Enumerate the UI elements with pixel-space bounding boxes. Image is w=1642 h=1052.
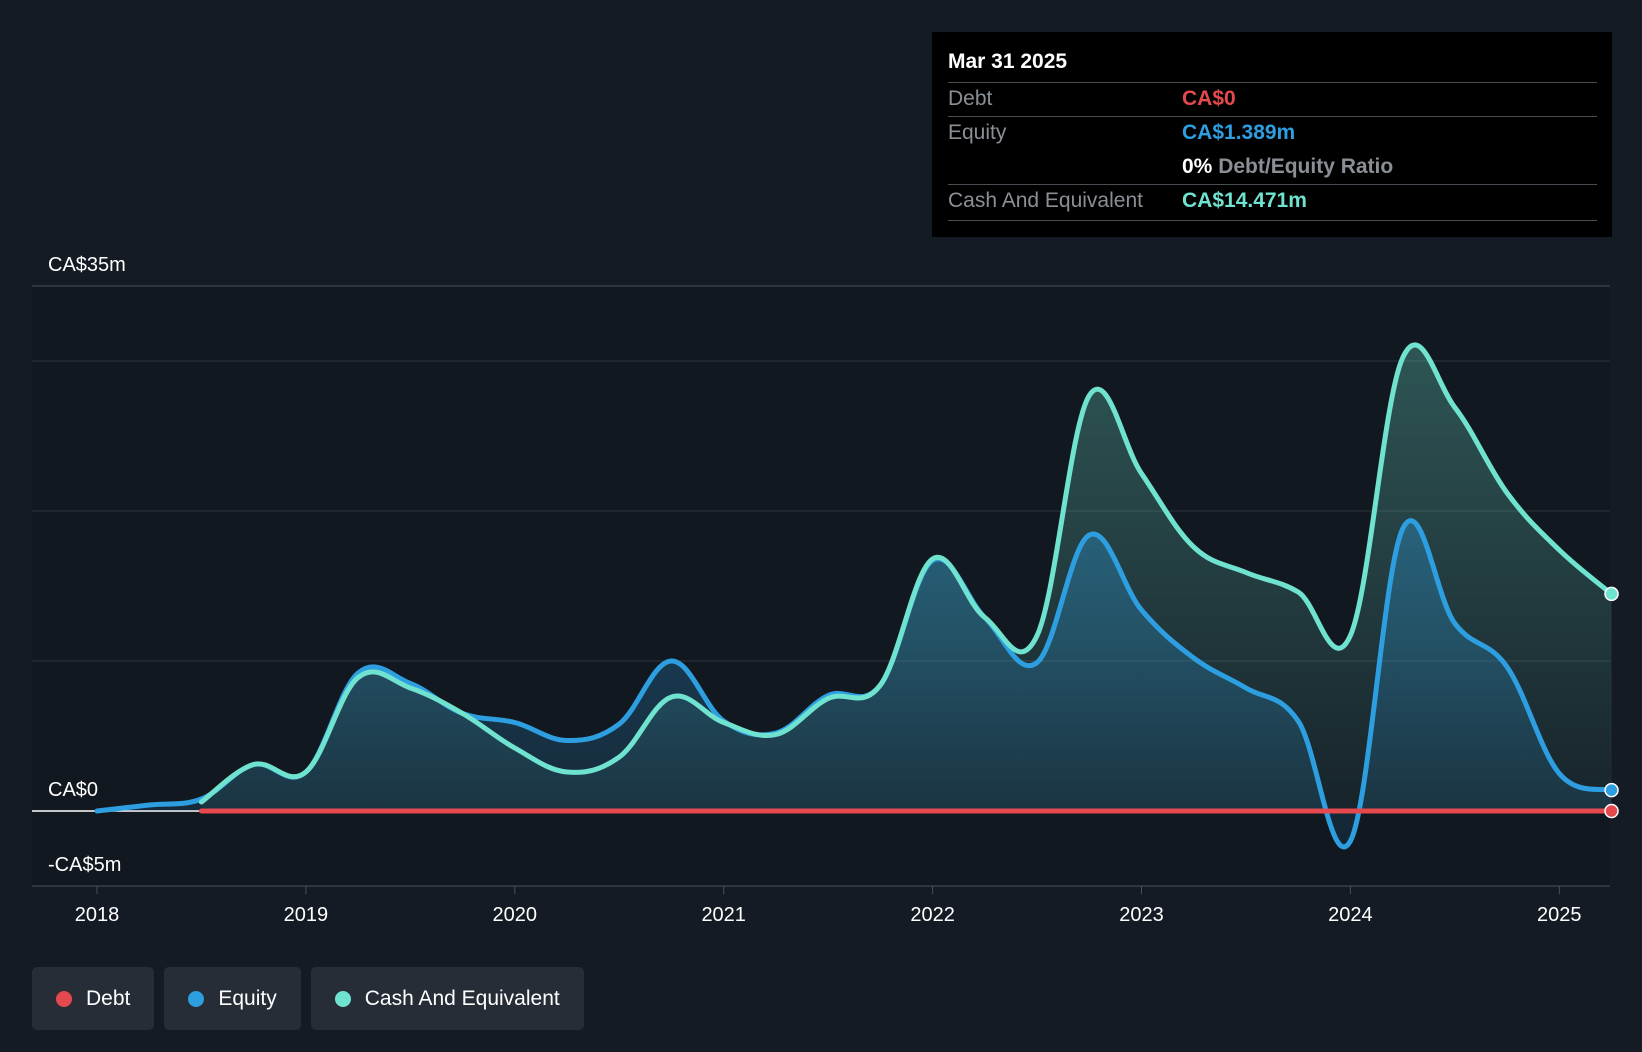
tooltip-debt-label: Debt (948, 87, 993, 110)
equity-area (97, 520, 1612, 847)
tooltip-ratio: 0% Debt/Equity Ratio (1182, 155, 1393, 179)
y-tick-label: CA$0 (48, 779, 98, 801)
tooltip-divider (948, 220, 1597, 221)
x-tick-label: 2022 (910, 904, 955, 926)
tooltip-equity-value: CA$1.389m (1182, 121, 1296, 144)
cash-dot-icon (334, 990, 351, 1007)
chart-legend: Debt Equity Cash And Equivalent (32, 967, 584, 1030)
cash-and-equivalent-line (198, 342, 1614, 805)
x-tick-label: 2020 (493, 904, 538, 926)
tooltip-divider (948, 116, 1597, 117)
tooltip-debt-value: CA$0 (1182, 87, 1236, 110)
legend-label: Equity (218, 986, 277, 1010)
equity-dot-icon (188, 990, 205, 1007)
x-tick-label: 2019 (284, 904, 329, 926)
x-tick-label: 2021 (701, 904, 746, 926)
x-tick-label: 2023 (1119, 904, 1164, 926)
y-tick-label: -CA$5m (48, 854, 121, 876)
tooltip-ratio-label: Debt/Equity Ratio (1218, 155, 1394, 178)
tooltip-cash-label: Cash And Equivalent (948, 189, 1143, 212)
tooltip-divider (948, 82, 1597, 83)
tooltip-divider (948, 184, 1597, 185)
tooltip-equity-label: Equity (948, 121, 1007, 144)
debt-dot-icon (56, 990, 72, 1007)
x-tick-labels: 2018 2019 2020 2021 2022 2023 2024 2025 (75, 886, 1582, 926)
x-tick-label: 2025 (1537, 904, 1582, 926)
end-markers (1604, 586, 1619, 819)
tooltip-ratio-value: 0% (1182, 155, 1213, 178)
tooltip-date: Mar 31 2025 (948, 50, 1068, 73)
debt-end-point (1604, 803, 1619, 819)
legend-item-equity[interactable]: Equity (164, 967, 301, 1030)
legend-label: Cash And Equivalent (364, 986, 560, 1010)
x-tick-label: 2018 (75, 904, 120, 926)
tooltip-panel: Mar 31 2025 Debt CA$0 Equity CA$1.389m 0… (932, 32, 1612, 237)
legend-item-cash[interactable]: Cash And Equivalent (310, 967, 584, 1030)
legend-item-debt[interactable]: Debt (32, 967, 155, 1030)
y-tick-labels: CA$35m CA$0 -CA$5m (48, 254, 126, 876)
tooltip-cash-value: CA$14.471m (1182, 189, 1307, 212)
x-tick-label: 2024 (1328, 904, 1373, 926)
equity-end-point (1604, 782, 1619, 798)
series-lines (94, 342, 1615, 850)
legend-label: Debt (86, 986, 131, 1010)
gridlines (32, 285, 1610, 887)
y-tick-label: CA$35m (48, 254, 126, 276)
cash-and-equivalent-end-point (1604, 586, 1619, 602)
